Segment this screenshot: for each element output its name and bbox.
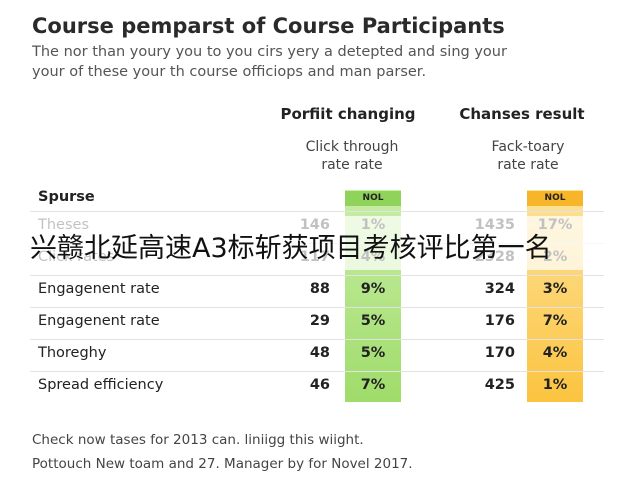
badge: NOL (345, 191, 401, 206)
badge: NOL (527, 191, 583, 206)
title: Course pemparst of Course Participants (32, 14, 505, 38)
row-label: Engagenent rate (38, 281, 160, 297)
row-label: Engagenent rate (38, 313, 160, 329)
cell-number: 170 (484, 345, 515, 361)
subtitle: your of these your th course officiops a… (32, 64, 427, 80)
cell-number: 48 (309, 345, 330, 361)
row-divider (30, 211, 604, 212)
cell-percent: 7% (360, 377, 386, 393)
subheader: rate rate (497, 157, 559, 173)
cell-percent: 4% (542, 345, 568, 361)
cell-percent: 3% (542, 281, 568, 297)
row-divider (30, 275, 604, 276)
row-label: Spread efficiency (38, 377, 164, 393)
footer: Pottouch New toam and 27. Manager by for… (32, 456, 413, 472)
subtitle: The nor than youry you to you cirs yery … (32, 44, 507, 60)
row-divider (30, 371, 604, 372)
cell-number: 88 (309, 281, 330, 297)
subheader: Click through (305, 139, 399, 155)
cell-percent: 5% (360, 313, 386, 329)
cell-number: 29 (309, 313, 330, 329)
cell-percent: 1% (542, 377, 568, 393)
cell-number: 176 (484, 313, 515, 329)
section-label: Spurse (38, 189, 95, 205)
cell-percent: 7% (542, 313, 568, 329)
footer: Check now tases for 2013 can. liniigg th… (32, 432, 364, 448)
cell-number: 324 (484, 281, 515, 297)
cell-percent: 5% (360, 345, 386, 361)
group-header: Chanses result (459, 105, 585, 123)
cell-number: 46 (309, 377, 330, 393)
subheader: Fack-toary (491, 139, 565, 155)
cell-percent: 9% (360, 281, 386, 297)
overlay-band (0, 216, 640, 270)
row-divider (30, 339, 604, 340)
subheader: rate rate (321, 157, 383, 173)
row-label: Thoreghy (38, 345, 107, 361)
cell-number: 425 (484, 377, 515, 393)
row-divider (30, 307, 604, 308)
overlay-caption: 兴赣北延高速A3标斩获项目考核评比第一名 (30, 233, 552, 264)
group-header: Porfiit changing (280, 105, 416, 123)
